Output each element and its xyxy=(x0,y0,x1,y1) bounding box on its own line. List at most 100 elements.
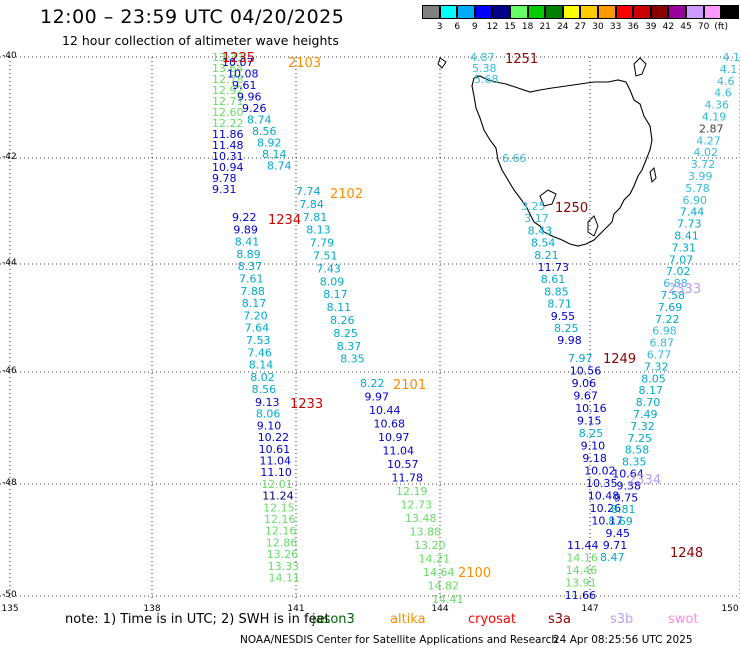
wave-height-value: 8.06 xyxy=(256,408,281,421)
colorbar-cell xyxy=(721,5,739,19)
colorbar-cell xyxy=(703,5,722,19)
wave-height-value: 8.71 xyxy=(547,298,572,311)
wave-height-value: 12.19 xyxy=(396,485,428,498)
wave-height-value: 7.53 xyxy=(246,334,271,347)
wave-height-value: 11.73 xyxy=(538,261,570,274)
wave-height-value: 11.04 xyxy=(260,455,292,468)
colorbar-label: 42 xyxy=(662,22,675,32)
wave-height-value: 11.66 xyxy=(565,589,597,602)
wave-height-value: 14.21 xyxy=(419,553,451,566)
satellite-legend-entry: s3b xyxy=(610,612,634,627)
satellite-legend-entry: swot xyxy=(668,612,699,627)
colorbar-label: 21 xyxy=(539,22,551,32)
track-time-label: 2333 xyxy=(668,282,701,297)
track-time-label: 1251 xyxy=(505,52,538,67)
wave-height-value: 4.1 xyxy=(723,51,740,64)
wave-height-value: 3.72 xyxy=(691,158,716,171)
wave-height-value: 9.15 xyxy=(577,415,602,428)
track-time-labels: 1235 2103 1251 2102 1234 1250 2333 1249 2101 1233… xyxy=(222,51,703,581)
colorbar-cell xyxy=(422,5,440,19)
tasmania-coastline xyxy=(471,75,653,247)
satellite-legend-entry: s3a xyxy=(548,612,572,627)
colorbar-label: 18 xyxy=(521,22,534,32)
wave-height-value: 12.71 xyxy=(212,95,244,108)
wave-height-value: 12.60 xyxy=(212,106,244,119)
colorbar-label: (ft) xyxy=(714,22,728,32)
wave-height-value: 8.17 xyxy=(323,288,348,301)
wave-height-value: 11.86 xyxy=(212,128,244,141)
wave-height-value: 7.02 xyxy=(666,265,691,278)
wave-height-value: 10.17 xyxy=(591,515,623,528)
latitude-label: -40 xyxy=(2,51,17,61)
longitude-label: 138 xyxy=(143,604,161,614)
track-h: 6.66 xyxy=(502,152,527,165)
wave-height-value: 7.49 xyxy=(633,408,658,421)
wave-height-value: 13.88 xyxy=(410,526,442,539)
colorbar-cell xyxy=(439,5,458,19)
wave-height-value: 9.71 xyxy=(603,539,628,552)
wave-height-value: 7.22 xyxy=(655,313,680,326)
wave-height-value: 10.02 xyxy=(584,465,616,478)
track-time-label: 1248 xyxy=(670,546,703,561)
wave-height-value: 10.57 xyxy=(387,458,419,471)
wave-height-value: 9.06 xyxy=(572,377,597,390)
colorbar-cell xyxy=(510,5,528,19)
king-island xyxy=(437,57,447,69)
wave-height-value: 13.26 xyxy=(267,548,299,561)
wave-height-value: 10.61 xyxy=(259,443,291,456)
wave-height-value: 8.37 xyxy=(337,340,362,353)
wave-height-value: 8.25 xyxy=(333,327,358,340)
colorbar-label: 39 xyxy=(645,22,657,32)
wave-height-value: 8.54 xyxy=(531,237,556,250)
latitude-label: -48 xyxy=(2,478,17,488)
wave-height-value: 8.35 xyxy=(340,353,365,366)
wave-height-value: 12.73 xyxy=(401,499,433,512)
wave-height-value: 8.89 xyxy=(236,248,261,261)
wave-height-value: 11.44 xyxy=(567,539,599,552)
track-time-label: 1234 xyxy=(268,213,301,228)
longitude-label: 135 xyxy=(1,604,19,614)
altimeter-tracks: 13.3313.6412.7812.9212.7112.6012.2211.86… xyxy=(212,51,740,606)
wave-height-value: 12.15 xyxy=(263,501,295,514)
wave-height-value: 14.16 xyxy=(566,552,598,565)
wave-height-value: 8.81 xyxy=(611,503,636,516)
colorbar-cell xyxy=(580,5,598,19)
map-grid xyxy=(0,56,740,600)
colorbar-label: 33 xyxy=(609,22,622,32)
colorbar-cell xyxy=(492,5,510,19)
colorbar-cell xyxy=(615,5,634,19)
wave-height-value: 3.25 xyxy=(521,200,546,213)
colorbar-label: 6 xyxy=(454,22,461,32)
track-time-label: 1249 xyxy=(603,352,636,367)
wave-height-value: 8.02 xyxy=(250,371,275,384)
colorbar-label: 3 xyxy=(436,22,443,32)
wave-height-value: 12.16 xyxy=(264,513,296,526)
wave-height-value: 9.26 xyxy=(242,102,267,115)
satellite-legend-entry: jason3 xyxy=(312,612,355,627)
wave-height-value: 9.96 xyxy=(237,91,262,104)
track-time-label: 1250 xyxy=(555,201,588,216)
wave-height-value: 6.90 xyxy=(683,194,708,207)
wave-height-value: 7.79 xyxy=(310,237,335,250)
wave-height-value: 8.74 xyxy=(247,114,272,127)
wave-height-value: 4.6 xyxy=(717,75,735,88)
wave-height-value: 7.69 xyxy=(658,301,683,314)
wave-height-value: 9.75 xyxy=(614,491,639,504)
wave-height-value: 8.17 xyxy=(242,297,266,310)
footer-timestamp: 24 Apr 08:25:56 UTC 2025 xyxy=(553,634,693,646)
longitude-label: 150 xyxy=(721,604,739,614)
wave-height-value: 5.68 xyxy=(474,73,499,86)
wave-height-value: 8.70 xyxy=(636,396,661,409)
wave-height-value: 8.17 xyxy=(639,384,664,397)
wave-height-value: 7.43 xyxy=(316,262,341,275)
satellite-legend-entry: altika xyxy=(390,612,426,627)
wave-height-value: 9.55 xyxy=(551,310,576,323)
track-f: 8.229.9710.4410.6810.9711.0410.5711.7812… xyxy=(360,377,464,606)
wave-height-value: 8.14 xyxy=(249,359,273,372)
wave-height-value: 7.32 xyxy=(630,420,655,433)
colorbar-cell xyxy=(668,5,686,19)
wave-height-value: 12.01 xyxy=(261,478,293,491)
wave-height-value: 7.64 xyxy=(245,322,270,335)
colorbar-cell xyxy=(474,5,493,19)
wave-height-value: 7.97 xyxy=(568,352,593,365)
